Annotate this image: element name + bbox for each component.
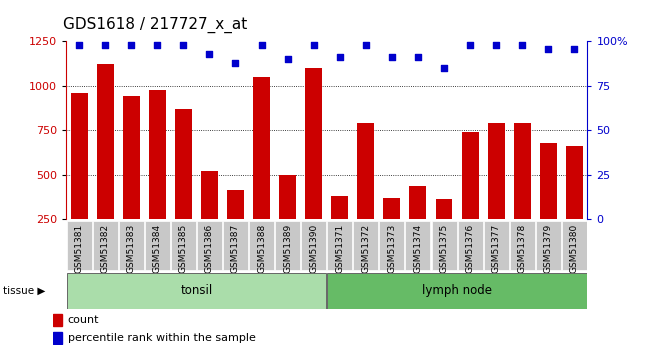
Text: GDS1618 / 217727_x_at: GDS1618 / 217727_x_at [63,17,247,33]
Point [152,42,162,48]
Bar [566,146,583,219]
Text: GSM51379: GSM51379 [544,224,553,273]
Text: lymph node: lymph node [422,284,492,297]
Bar [53,332,61,344]
Bar [327,273,587,309]
Bar [353,221,378,270]
Point [543,46,554,51]
Bar [432,221,457,270]
Bar [484,221,509,270]
Text: GSM51373: GSM51373 [387,224,397,273]
Text: GSM51384: GSM51384 [152,224,162,273]
Bar [279,175,296,219]
Bar [175,109,192,219]
Bar [67,273,326,309]
Point [256,42,267,48]
Point [178,42,189,48]
Text: GSM51385: GSM51385 [179,224,188,273]
Point [517,42,527,48]
Bar [201,171,218,219]
Text: GSM51377: GSM51377 [492,224,501,273]
Bar [53,314,61,326]
Bar [92,221,117,270]
Bar [331,196,348,219]
Text: GSM51386: GSM51386 [205,224,214,273]
Bar [148,90,166,219]
Bar [457,221,482,270]
Bar [275,221,300,270]
Text: GSM51382: GSM51382 [100,224,110,273]
Point [230,60,241,66]
Bar [461,132,478,219]
Point [204,51,214,57]
Point [387,55,397,60]
Text: GSM51380: GSM51380 [570,224,579,273]
Text: tonsil: tonsil [180,284,213,297]
Bar [96,65,114,219]
Bar [327,221,352,270]
Bar [513,123,531,219]
Point [465,42,475,48]
Bar [488,123,505,219]
Text: GSM51374: GSM51374 [413,224,422,273]
Bar [145,221,170,270]
Text: GSM51389: GSM51389 [283,224,292,273]
Text: GSM51383: GSM51383 [127,224,136,273]
Bar [436,199,453,219]
Bar [510,221,535,270]
Text: GSM51388: GSM51388 [257,224,266,273]
Bar [223,221,248,270]
Text: GSM51378: GSM51378 [517,224,527,273]
Point [439,65,449,71]
Text: GSM51381: GSM51381 [75,224,84,273]
Text: GSM51372: GSM51372 [361,224,370,273]
Bar [536,221,561,270]
Bar [305,68,322,219]
Bar [379,221,405,270]
Bar [383,198,401,219]
Bar [253,77,270,219]
Point [335,55,345,60]
Bar [249,221,274,270]
Bar [67,221,92,270]
Bar [123,97,140,219]
Text: GSM51371: GSM51371 [335,224,345,273]
Text: percentile rank within the sample: percentile rank within the sample [68,333,255,343]
Bar [227,190,244,219]
Bar [119,221,144,270]
Text: GSM51376: GSM51376 [465,224,475,273]
Text: tissue ▶: tissue ▶ [3,286,46,296]
Point [74,42,84,48]
Bar [540,143,557,219]
Bar [409,186,426,219]
Bar [405,221,430,270]
Bar [197,221,222,270]
Point [412,55,423,60]
Bar [171,221,196,270]
Text: count: count [68,315,100,325]
Point [126,42,137,48]
Bar [357,123,374,219]
Point [569,46,579,51]
Bar [562,221,587,270]
Text: GSM51390: GSM51390 [309,224,318,273]
Text: GSM51375: GSM51375 [440,224,449,273]
Point [282,57,293,62]
Point [360,42,371,48]
Point [491,42,502,48]
Point [100,42,110,48]
Point [308,42,319,48]
Bar [71,93,88,219]
Bar [301,221,326,270]
Text: GSM51387: GSM51387 [231,224,240,273]
